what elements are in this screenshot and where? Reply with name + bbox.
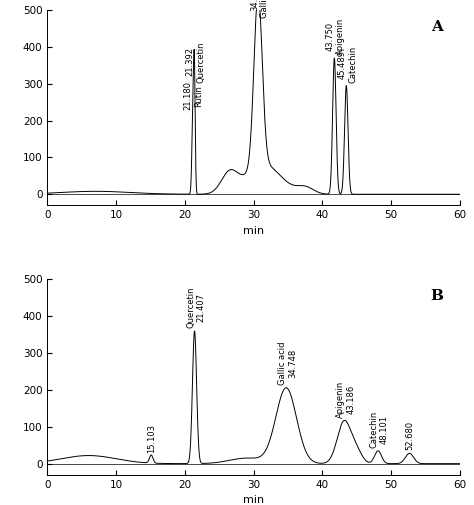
Text: Quercetin
21.407: Quercetin 21.407 <box>186 287 206 328</box>
Text: 52.680: 52.680 <box>405 421 414 450</box>
Text: 43.750
Apigenin: 43.750 Apigenin <box>326 18 346 55</box>
Text: Apigenin
43.186: Apigenin 43.186 <box>336 381 355 418</box>
X-axis label: min: min <box>243 226 264 236</box>
Text: 34.654
Gallic acid: 34.654 Gallic acid <box>250 0 270 18</box>
Text: Gallic acid
34.748: Gallic acid 34.748 <box>278 342 297 385</box>
Text: A: A <box>431 20 443 34</box>
Text: Catechin
48.101: Catechin 48.101 <box>370 411 389 448</box>
Text: 15.103: 15.103 <box>146 424 155 453</box>
X-axis label: min: min <box>243 495 264 505</box>
Text: 45.489
Catechin: 45.489 Catechin <box>338 45 357 83</box>
Text: 21.180
Rutin: 21.180 Rutin <box>183 81 203 110</box>
Text: 21.392
Quercetin: 21.392 Quercetin <box>186 41 205 83</box>
Text: B: B <box>430 289 443 303</box>
